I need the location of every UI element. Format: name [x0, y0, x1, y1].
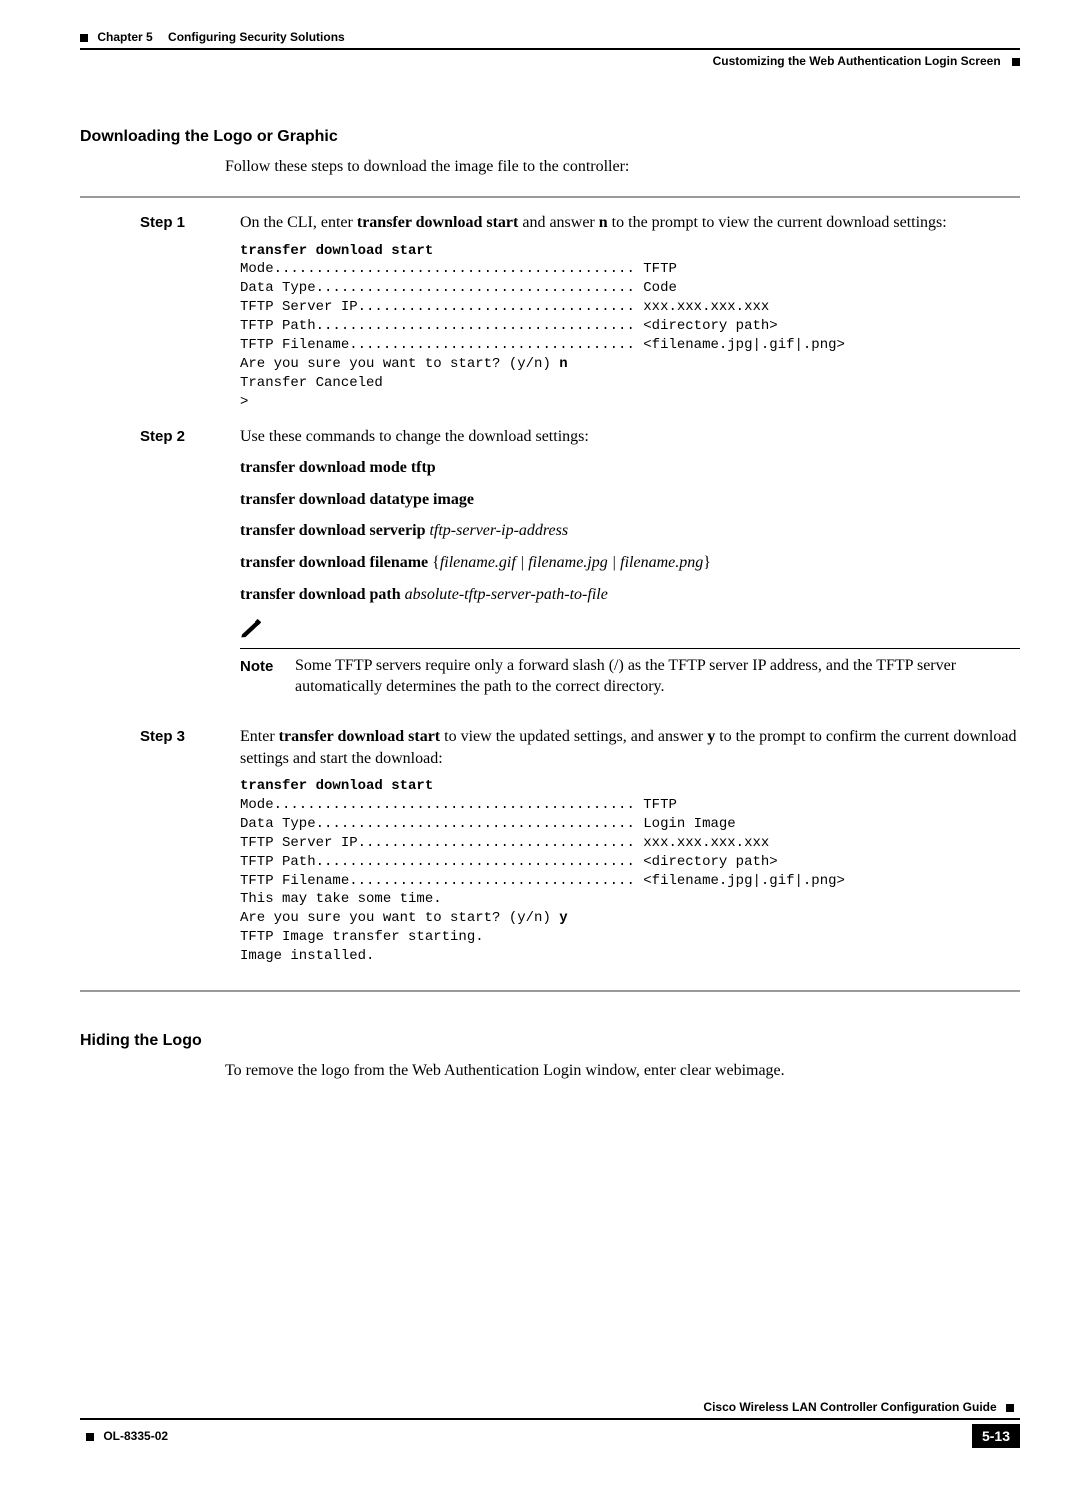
footer-line: OL-8335-02 5-13 [80, 1424, 1020, 1448]
footer-marker-left-icon [86, 1433, 94, 1441]
header-line-2: Customizing the Web Authentication Login… [80, 54, 1020, 68]
step-3-cli-answer: y [559, 910, 567, 926]
footer-rule [80, 1418, 1020, 1420]
step-1-cli-cmd: transfer download start [240, 243, 433, 259]
steps-bottom-rule [80, 990, 1020, 992]
header-rule [80, 48, 1020, 50]
step-3-text-mid: to view the updated settings, and answer [440, 728, 707, 745]
hiding-intro-pre: To remove the logo from the Web Authenti… [225, 1062, 680, 1079]
header-marker-icon [80, 34, 88, 42]
step-1-bold-2: n [599, 214, 608, 231]
step-2-label: Step 2 [140, 426, 220, 708]
note-text: Some TFTP servers require only a forward… [295, 655, 1020, 698]
step-2: Step 2 Use these commands to change the … [140, 426, 1020, 708]
step-1-body: On the CLI, enter transfer download star… [240, 212, 1020, 420]
section-heading-hiding: Hiding the Logo [80, 1032, 1020, 1050]
step-1: Step 1 On the CLI, enter transfer downlo… [140, 212, 1020, 420]
step-3-body: Enter transfer download start to view th… [240, 726, 1020, 974]
hiding-intro-bold: clear webimage [680, 1062, 781, 1079]
step-3-text-pre: Enter [240, 728, 279, 745]
step-3-cli-cmd: transfer download start [240, 778, 433, 794]
step-3-cli: transfer download start Mode............… [240, 777, 1020, 966]
footer-guide-title: Cisco Wireless LAN Controller Configurat… [80, 1400, 1020, 1414]
note-rule [240, 648, 1020, 649]
page-number: 5-13 [972, 1424, 1020, 1448]
cmd-mode: transfer download mode tftp [240, 457, 1020, 479]
footer-left: OL-8335-02 [80, 1429, 168, 1443]
running-header: Chapter 5 Configuring Security Solutions… [80, 30, 1020, 68]
cmd-serverip: transfer download serverip tftp-server-i… [240, 520, 1020, 542]
header-marker-right-icon [1012, 58, 1020, 66]
step-3-label: Step 3 [140, 726, 220, 974]
step-1-bold-1: transfer download start [357, 214, 518, 231]
step-3: Step 3 Enter transfer download start to … [140, 726, 1020, 974]
cmd-path: transfer download path absolute-tftp-ser… [240, 584, 1020, 606]
download-intro: Follow these steps to download the image… [225, 158, 1020, 176]
chapter-number: Chapter 5 [97, 30, 152, 44]
cmd-filename: transfer download filename {filename.gif… [240, 552, 1020, 574]
note-label: Note [240, 655, 295, 698]
hiding-intro-post: . [781, 1062, 785, 1079]
cmd-datatype: transfer download datatype image [240, 489, 1020, 511]
steps-top-rule [80, 196, 1020, 198]
page-footer: Cisco Wireless LAN Controller Configurat… [80, 1400, 1020, 1448]
note-block: Note Some TFTP servers require only a fo… [240, 617, 1020, 698]
page-container: Chapter 5 Configuring Security Solutions… [0, 0, 1080, 1508]
footer-docnum: OL-8335-02 [103, 1429, 168, 1443]
chapter-title: Configuring Security Solutions [168, 30, 345, 44]
section-heading-download: Downloading the Logo or Graphic [80, 128, 1020, 146]
step-1-text-mid: and answer [518, 214, 598, 231]
step-1-text-pre: On the CLI, enter [240, 214, 357, 231]
pencil-icon [240, 617, 267, 644]
step-2-intro: Use these commands to change the downloa… [240, 426, 1020, 448]
footer-marker-right-icon [1006, 1404, 1014, 1412]
hiding-intro: To remove the logo from the Web Authenti… [225, 1062, 1020, 1080]
step-3-bold-2: y [707, 728, 715, 745]
note-row: Note Some TFTP servers require only a fo… [240, 655, 1020, 698]
step-1-cli: transfer download start Mode............… [240, 242, 1020, 412]
section-breadcrumb: Customizing the Web Authentication Login… [713, 54, 1001, 68]
step-2-body: Use these commands to change the downloa… [240, 426, 1020, 708]
step-3-bold-1: transfer download start [279, 728, 440, 745]
step-1-text-post: to the prompt to view the current downlo… [608, 214, 947, 231]
step-1-cli-answer: n [559, 356, 567, 372]
header-line-1: Chapter 5 Configuring Security Solutions [80, 30, 1020, 44]
step-1-label: Step 1 [140, 212, 220, 420]
